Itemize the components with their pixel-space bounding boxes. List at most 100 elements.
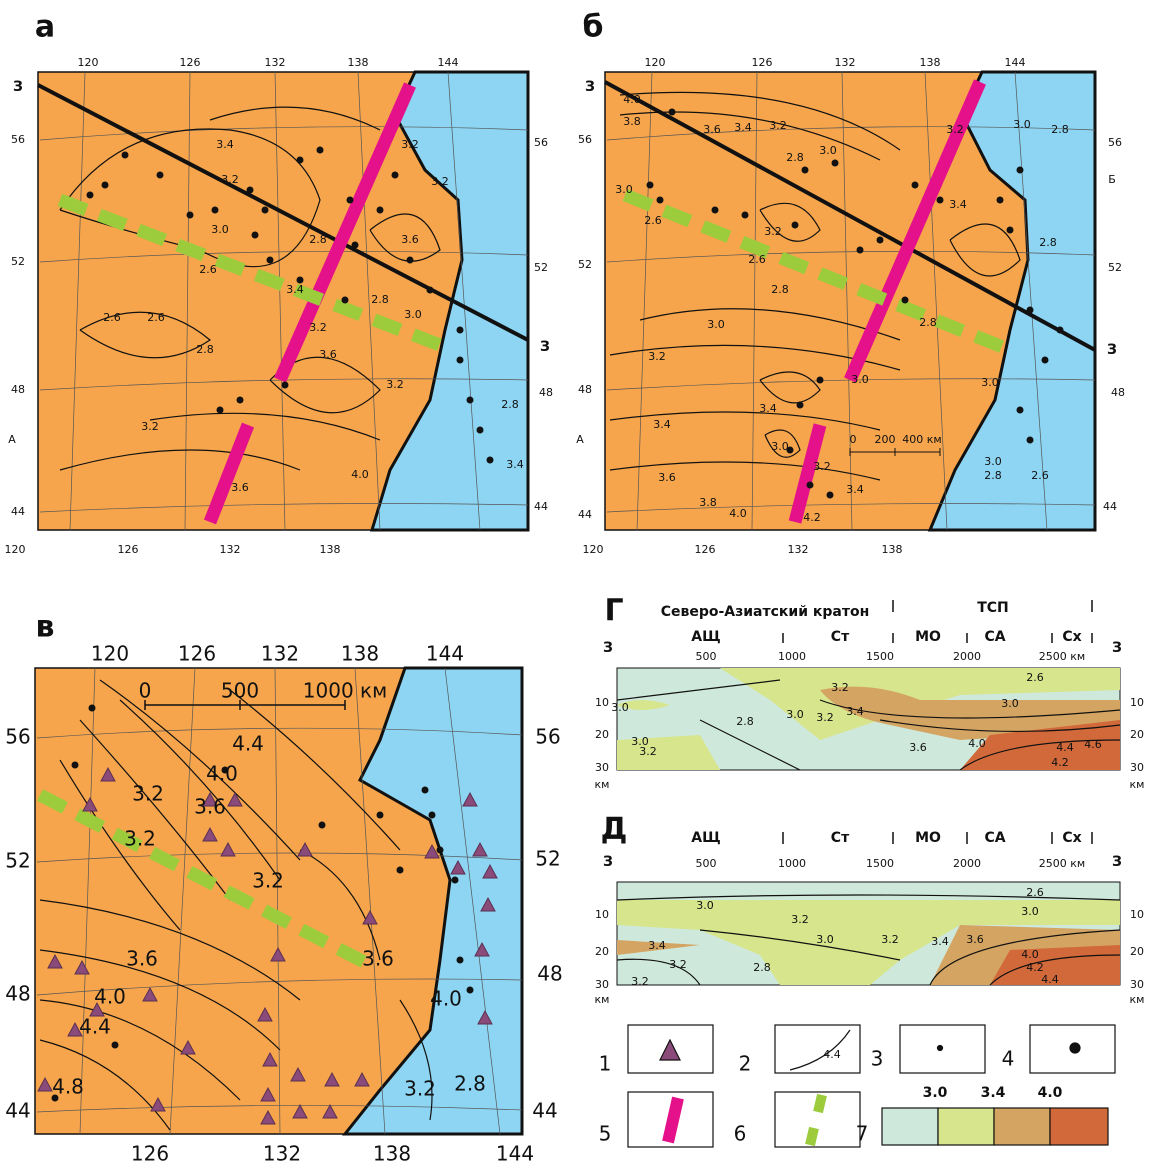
contour-label: 3.4 [648, 939, 666, 952]
depth-label: 30 [595, 978, 609, 991]
contour-label: 3.2 [141, 420, 159, 433]
contour-label: 4.2 [1026, 961, 1044, 974]
distance-label: 1000 [778, 650, 806, 663]
depth-label: 10 [1130, 908, 1144, 921]
contour-label: 4.0 [1021, 948, 1039, 961]
contour-label: 3.2 [386, 378, 404, 391]
contour-label: 3.2 [132, 782, 164, 806]
contour-label: 2.6 [1026, 886, 1044, 899]
lon-label: 126 [695, 543, 716, 556]
distance-label: 2500 км [1039, 857, 1085, 870]
depth-label: 10 [595, 908, 609, 921]
contour-label: 3.2 [813, 460, 831, 473]
lat-label: 52 [11, 255, 25, 268]
contour-label: 4.0 [94, 985, 126, 1009]
scale-bar [144, 700, 346, 710]
lon-label: 138 [320, 543, 341, 556]
lat-label: 48 [1111, 386, 1125, 399]
lon-label: 144 [1005, 56, 1026, 69]
lat-label: 48 [578, 383, 592, 396]
depth-label: 10 [595, 696, 609, 709]
station-dot [646, 181, 654, 189]
contour-label: 3.2 [221, 173, 239, 186]
scale-label: 500 [221, 679, 259, 703]
station-dot [801, 166, 809, 174]
seismic-station [480, 896, 496, 912]
contour [616, 679, 1121, 771]
contour-label: 4.0 [729, 507, 747, 520]
distance-label: 1500 [866, 857, 894, 870]
triangle-symbol [659, 1038, 681, 1061]
contour-label: 3.2 [252, 869, 284, 893]
contour-label: 3.2 [816, 711, 834, 724]
station-dot [1026, 306, 1034, 314]
contour-label: 3.2 [791, 913, 809, 926]
unit-label: АЩ [691, 830, 720, 846]
seismic-station [462, 791, 478, 807]
lon-label: 132 [265, 56, 286, 69]
lon-label: 132 [220, 543, 241, 556]
dot-large [1069, 1042, 1081, 1054]
contour [39, 679, 433, 1131]
graticule [36, 667, 523, 1135]
legend-number: 7 [856, 1122, 869, 1146]
contour-label: 2.8 [786, 151, 804, 164]
depth-label: км [1130, 993, 1145, 1006]
station-dot [296, 156, 304, 164]
seismic-station [472, 841, 488, 857]
profile-end: З [603, 854, 613, 870]
lon-label: 132 [835, 56, 856, 69]
station-dot [216, 406, 224, 414]
station-dot [1026, 436, 1034, 444]
lat-label: 44 [1103, 500, 1117, 513]
separator [782, 832, 1093, 844]
green-zone [57, 193, 443, 352]
map-b [604, 70, 1097, 532]
sea [341, 666, 524, 1136]
unit-label: Ст [831, 830, 850, 846]
station-dot [466, 986, 474, 994]
contour-label: 3.6 [319, 348, 337, 361]
station-dot [88, 704, 96, 712]
lon-label: 138 [882, 543, 903, 556]
layer-34 [820, 686, 1120, 740]
lat-label: 52 [534, 261, 548, 274]
profile-end: З [540, 339, 550, 355]
contour-symbol [789, 1029, 851, 1071]
station-dot [266, 256, 274, 264]
contour-label: 3.4 [759, 402, 777, 415]
scale-label: 0 [850, 433, 857, 446]
contour-label: 3.6 [966, 933, 984, 946]
legend-sample: 4.4 [823, 1048, 841, 1061]
contour-label: 2.8 [501, 398, 519, 411]
contour-label: 3.0 [707, 318, 725, 331]
lon-label: 126 [118, 543, 139, 556]
legend-scale-label: 3.4 [981, 1085, 1006, 1101]
station-dot [281, 381, 289, 389]
profile-end: З [1112, 854, 1122, 870]
station-dot [456, 356, 464, 364]
green-symbol [805, 1093, 827, 1147]
station-dot [396, 866, 404, 874]
seismic-station [424, 843, 440, 859]
station-dot [261, 206, 269, 214]
seismic-station [474, 941, 490, 957]
section-d [616, 832, 1121, 986]
contour-label: 3.6 [909, 741, 927, 754]
station-dot [341, 296, 349, 304]
station-dot [1006, 226, 1014, 234]
legend-box [774, 1024, 861, 1074]
seismic-station [100, 766, 116, 782]
contour-label: 3.2 [309, 321, 327, 334]
contour-label: 2.8 [454, 1072, 486, 1096]
lon-label: 126 [180, 56, 201, 69]
contour-label: 4.2 [803, 511, 821, 524]
section-g [616, 600, 1121, 771]
layer-34 [617, 925, 1120, 985]
station-dot [51, 1094, 59, 1102]
region-label: ТСП [977, 600, 1009, 616]
dot-small [936, 1044, 944, 1052]
station-dot [1016, 406, 1024, 414]
profile-line [37, 83, 529, 342]
station-dot [428, 811, 436, 819]
